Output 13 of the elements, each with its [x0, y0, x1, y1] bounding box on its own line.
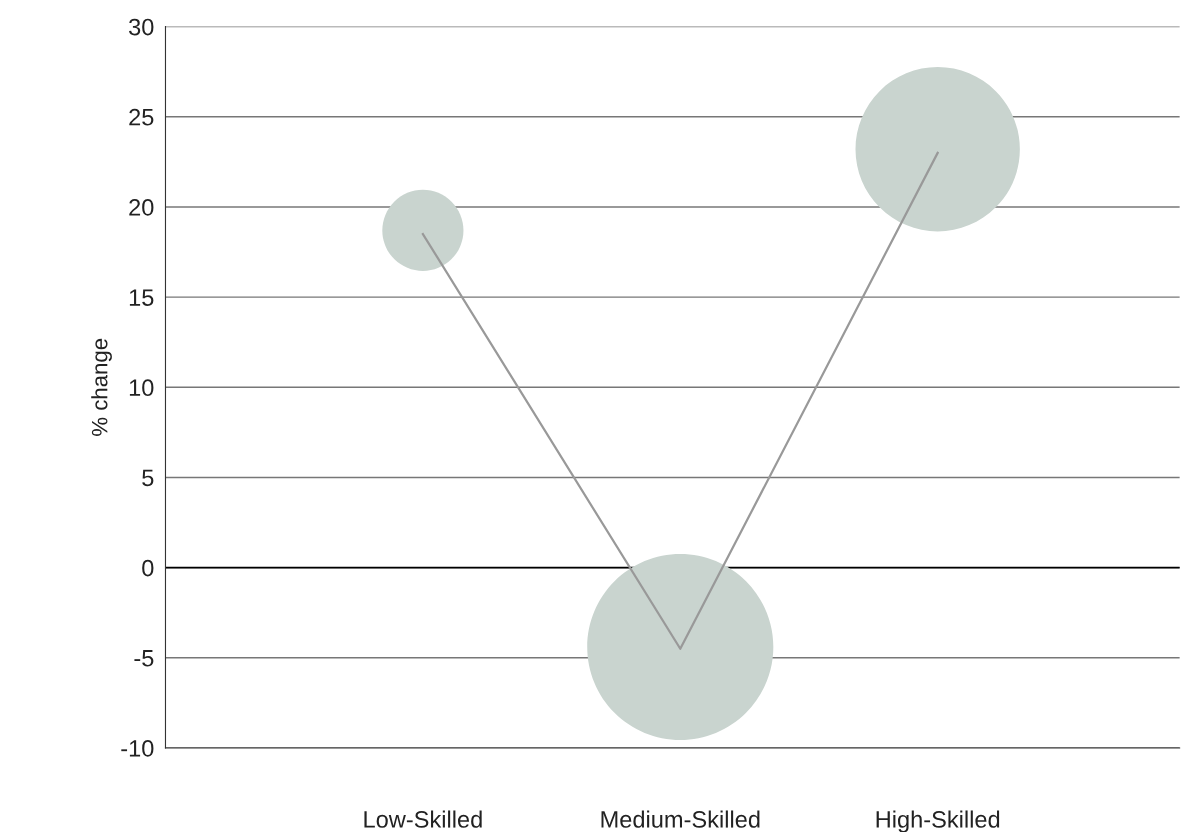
- x-tick-label: Low-Skilled: [364, 810, 482, 828]
- y-tick-label: -5: [134, 650, 154, 667]
- y-tick-label: 10: [129, 379, 154, 397]
- y-tick-label: 20: [129, 199, 154, 216]
- y-tick-label: 5: [142, 469, 154, 487]
- y-tick-label: 0: [142, 559, 154, 577]
- y-tick-label: -10: [121, 740, 154, 757]
- y-tick-label: 30: [129, 18, 154, 36]
- y-axis-title: % change: [91, 338, 112, 436]
- x-tick-label: Medium-Skilled: [601, 810, 760, 828]
- x-tick-label: High-Skilled: [876, 810, 1000, 832]
- y-tick-label: 15: [129, 289, 154, 306]
- y-tick-label: 25: [129, 108, 154, 126]
